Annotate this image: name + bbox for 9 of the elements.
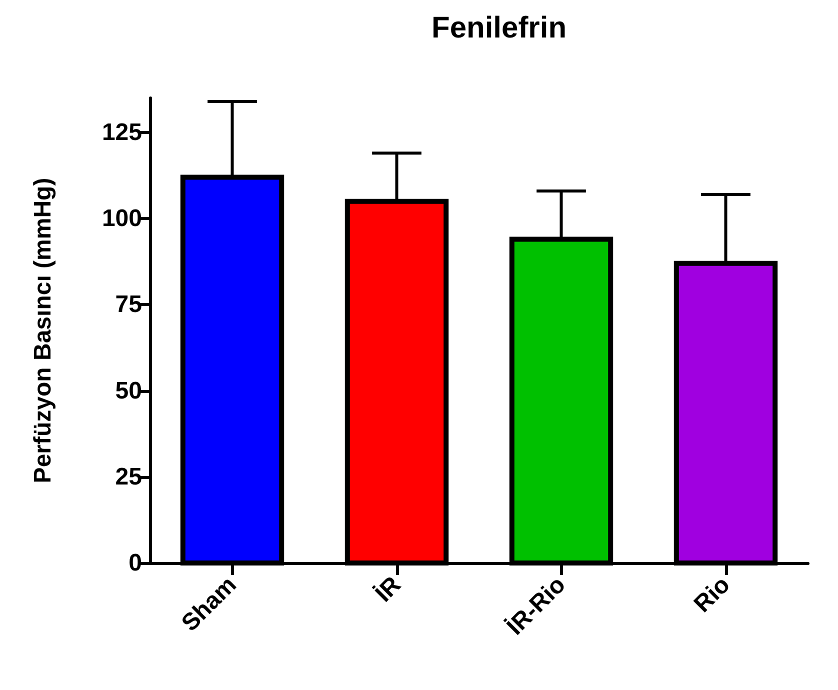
y-tick-label: 125 — [102, 118, 142, 146]
y-tick-label: 75 — [115, 291, 142, 318]
chart-title: Fenilefrin — [431, 12, 567, 44]
y-tick-label: 50 — [115, 377, 142, 404]
y-tick-label: 25 — [115, 463, 142, 490]
x-tick-label: İR — [370, 571, 406, 608]
x-tick-label: Rio — [688, 571, 736, 618]
y-tick-label: 100 — [102, 205, 142, 232]
y-axis-title: Perfüzyon Basıncı (mmHg) — [30, 178, 56, 484]
